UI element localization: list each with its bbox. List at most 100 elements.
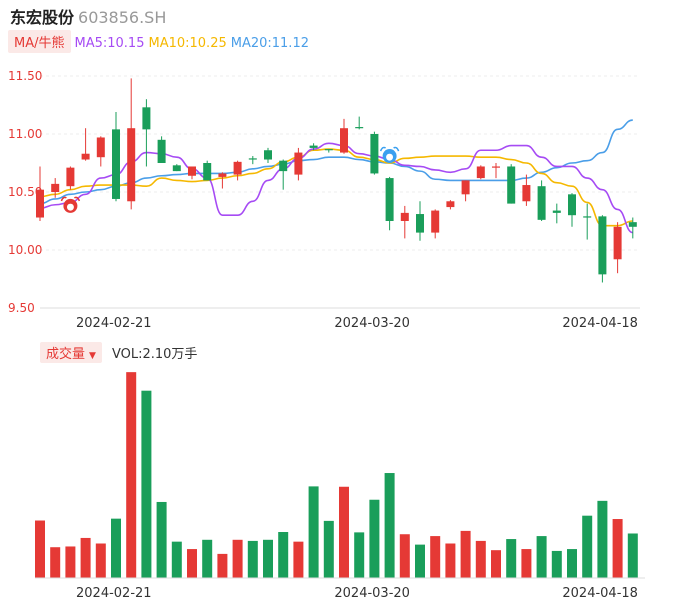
candle-body	[172, 165, 181, 172]
stock-name: 东宏股份	[10, 8, 75, 27]
candle	[537, 180, 546, 221]
candle	[142, 99, 151, 167]
volume-bar	[415, 544, 425, 578]
candle	[112, 111, 120, 202]
candle-body	[583, 216, 592, 218]
ma5-label: MA5:10.15	[74, 36, 145, 51]
candle	[172, 164, 181, 172]
candle-body	[218, 173, 227, 177]
candle-body	[324, 149, 333, 151]
candle	[461, 180, 470, 202]
candle-body	[279, 160, 288, 172]
volume-bar	[156, 501, 167, 578]
candle	[446, 200, 455, 210]
candle	[598, 215, 607, 283]
candle-body	[36, 189, 44, 218]
ma20-label: MA20:11.12	[230, 36, 309, 51]
volume-bar	[506, 539, 517, 578]
price-y-ticks: 11.50 11.00 10.50 10.00 9.50	[8, 69, 42, 315]
bear-icon-horns	[379, 146, 400, 152]
volume-bar	[202, 539, 213, 578]
x-tick-label: 2024-04-18	[562, 586, 638, 601]
candle	[400, 205, 409, 239]
ma-legend: MA/牛熊 MA5:10.15 MA10:10.25 MA20:11.12	[8, 30, 309, 53]
markers: ●●	[60, 146, 400, 213]
candle	[324, 149, 333, 153]
candle-body	[188, 166, 196, 176]
volume-legend: 成交量 ▼ VOL:2.10万手	[40, 342, 197, 363]
ma-selector-button[interactable]: MA/牛熊	[8, 30, 71, 53]
candle-body	[446, 201, 455, 208]
volume-bar	[95, 543, 106, 578]
candle-body	[81, 153, 90, 160]
candle	[492, 163, 500, 179]
volume-bar	[141, 390, 152, 578]
x-tick-label: 2024-04-18	[562, 316, 638, 331]
volume-bar	[521, 549, 532, 578]
candle-body	[340, 128, 348, 153]
bear-icon-glyph: ●	[386, 153, 394, 163]
candle	[522, 174, 531, 206]
candle	[507, 164, 516, 204]
volume-bar	[323, 520, 334, 578]
candle	[568, 193, 576, 227]
volume-bar	[536, 536, 547, 578]
candle	[385, 176, 394, 231]
candle-body	[492, 166, 500, 168]
candle	[628, 217, 637, 239]
candle-body	[507, 166, 516, 204]
candle	[248, 156, 257, 165]
candle-body	[385, 178, 394, 221]
candle-body	[248, 158, 257, 160]
bull-icon-badge	[63, 198, 78, 213]
candle-body	[370, 134, 379, 174]
volume-bar	[293, 541, 304, 578]
volume-bar	[460, 530, 471, 578]
candle-body	[309, 145, 318, 148]
candle	[279, 159, 288, 190]
volume-bar	[491, 550, 501, 578]
volume-bar	[308, 486, 319, 578]
candle-body	[461, 180, 470, 195]
candle	[294, 147, 303, 181]
candle	[188, 166, 196, 180]
volume-bar	[35, 520, 45, 578]
candle-body	[142, 107, 151, 130]
volume-bar	[627, 533, 638, 578]
candle	[96, 136, 105, 167]
y-tick-label: 10.00	[8, 243, 42, 257]
volume-bar	[399, 534, 410, 578]
candle	[264, 147, 272, 163]
candle	[127, 78, 136, 210]
volume-bar	[612, 519, 623, 578]
volume-bar	[430, 536, 441, 578]
x-tick-label: 2024-02-21	[76, 316, 152, 331]
bear-icon[interactable]: ●	[379, 146, 400, 164]
volume-x-ticks: 2024-02-21 2024-03-20 2024-04-18	[76, 586, 638, 601]
candles	[36, 78, 637, 283]
volume-bar	[384, 473, 395, 578]
candle	[416, 201, 424, 241]
bull-icon[interactable]: ●	[60, 196, 81, 213]
candle	[218, 172, 227, 189]
ma20-line	[39, 119, 633, 205]
y-tick-label: 11.00	[8, 127, 42, 141]
candle-body	[628, 222, 637, 227]
candle-body	[431, 210, 440, 233]
stock-code: 603856.SH	[78, 8, 167, 27]
candle-body	[552, 210, 561, 213]
y-tick-label: 10.50	[8, 185, 42, 199]
volume-bars	[35, 372, 645, 579]
candle-body	[400, 212, 409, 221]
candle-body	[127, 128, 136, 202]
volume-selector-button[interactable]: 成交量 ▼	[40, 342, 102, 363]
candle	[552, 203, 561, 224]
x-tick-label: 2024-03-20	[334, 316, 410, 331]
candle	[340, 118, 348, 154]
candle	[203, 160, 212, 181]
volume-bar	[247, 540, 258, 578]
candle-body	[51, 183, 60, 192]
candle-body	[537, 186, 546, 220]
volume-bar	[278, 532, 289, 578]
